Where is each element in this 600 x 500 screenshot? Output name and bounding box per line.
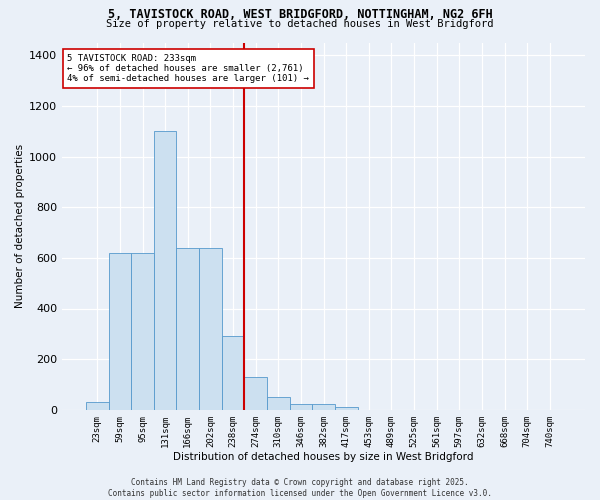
Bar [335,408,358,410]
Text: 5 TAVISTOCK ROAD: 233sqm
← 96% of detached houses are smaller (2,761)
4% of semi: 5 TAVISTOCK ROAD: 233sqm ← 96% of detach… [67,54,309,84]
Bar [131,253,154,410]
Text: 5, TAVISTOCK ROAD, WEST BRIDGFORD, NOTTINGHAM, NG2 6FH: 5, TAVISTOCK ROAD, WEST BRIDGFORD, NOTTI… [107,8,493,20]
X-axis label: Distribution of detached houses by size in West Bridgford: Distribution of detached houses by size … [173,452,474,462]
Bar [267,397,290,410]
Bar [312,404,335,410]
Bar [154,131,176,410]
Text: Contains HM Land Registry data © Crown copyright and database right 2025.
Contai: Contains HM Land Registry data © Crown c… [108,478,492,498]
Y-axis label: Number of detached properties: Number of detached properties [15,144,25,308]
Bar [86,402,109,410]
Text: Size of property relative to detached houses in West Bridgford: Size of property relative to detached ho… [106,19,494,29]
Bar [222,336,244,410]
Bar [244,377,267,410]
Bar [199,248,222,410]
Bar [176,248,199,410]
Bar [290,404,312,410]
Bar [109,253,131,410]
